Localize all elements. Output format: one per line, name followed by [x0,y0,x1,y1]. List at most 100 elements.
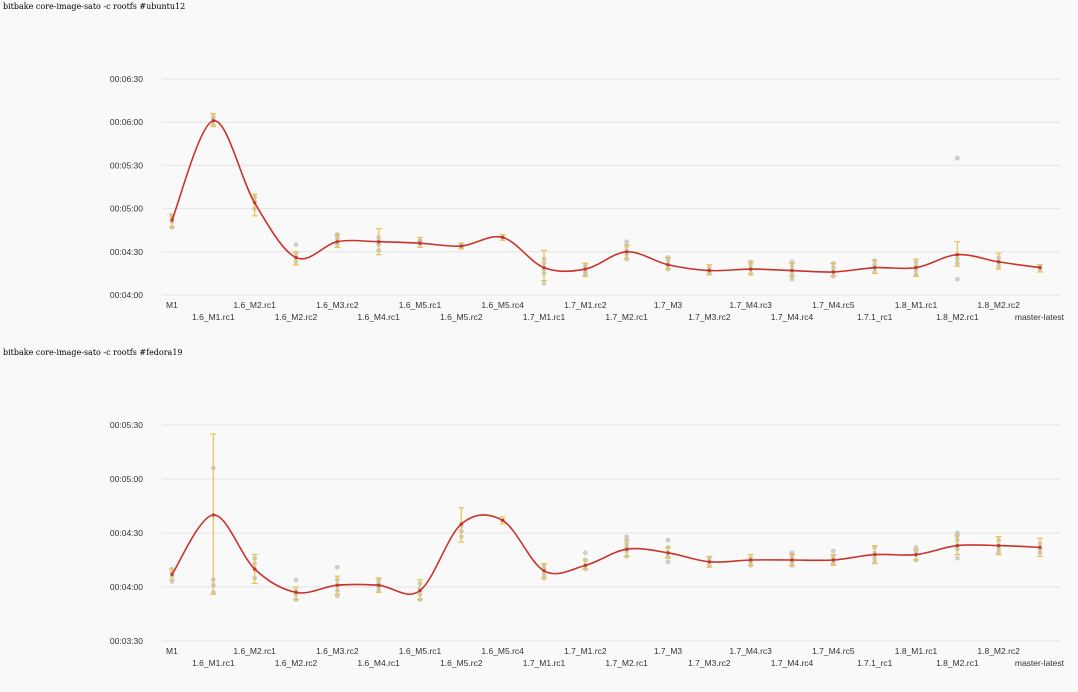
y-tick-label: 00:04:30 [110,247,143,257]
mean-point [955,544,959,548]
mean-point [459,522,463,526]
x-tick-label: 1.7_M3.rc2 [688,312,731,322]
x-tick-label: master-latest [1015,658,1065,668]
y-tick-label: 00:05:30 [110,160,143,170]
x-tick-label: 1.7_M1.rc2 [564,300,607,310]
mean-markers [170,119,1042,274]
x-tick-label: 1.6_M1.rc1 [192,312,235,322]
x-tick-label: 1.6_M2.rc1 [233,646,276,656]
mean-point [501,235,505,239]
mean-markers [170,513,1042,594]
x-tick-label: 1.7_M2.rc1 [605,658,648,668]
x-tick-label: 1.8_M1.rc1 [895,646,938,656]
mean-point [707,268,711,273]
x-tick-label: 1.6_M1.rc1 [192,658,235,668]
mean-point [501,518,505,522]
x-tick-label: 1.6_M3.rc2 [316,300,359,310]
mean-point [831,270,835,274]
data-point [954,555,960,561]
x-tick-label: M1 [166,300,178,310]
series-line [171,119,1041,273]
x-tick-label: 1.6_M2.rc2 [275,658,318,668]
mean-point [749,558,753,562]
mean-point [1038,266,1042,270]
y-tick-label: 00:04:30 [110,528,143,538]
mean-point [583,563,587,567]
mean-point [997,544,1001,548]
x-tick-label: 1.6_M5.rc4 [481,646,524,656]
x-tick-label: 1.8_M2.rc1 [936,312,979,322]
chart-title: bitbake core-image-sato -c rootfs #fedor… [3,348,183,357]
x-tick-label: 1.8_M2.rc2 [977,646,1020,656]
mean-point [377,583,381,587]
data-point [665,559,671,565]
x-tick-label: 1.8_M2.rc1 [936,658,979,668]
mean-point [377,240,381,244]
data-point [624,239,630,245]
x-tick-label: 1.7.1_rc1 [857,312,893,322]
mean-point [170,218,174,222]
x-tick-label: 1.6_M5.rc4 [481,300,524,310]
mean-point [955,253,959,257]
x-tick-label: 1.6_M3.rc2 [316,646,359,656]
x-tick-label: 1.7_M3.rc2 [688,658,731,668]
mean-point [583,267,587,271]
data-point [954,276,960,282]
x-tick-label: 1.8_M2.rc2 [977,300,1020,310]
mean-point [170,572,174,576]
x-tick-label: 1.6_M4.rc1 [357,312,400,322]
x-tick-label: 1.7_M4.rc5 [812,646,855,656]
mean-point [253,567,257,571]
chart-svg: 00:03:30 00:04:00 00:04:30 00:05:00 00:05:30… [110,420,1065,668]
mean-point [666,551,670,555]
chart-panel-fedora19: bitbake core-image-sato -c rootfs #fedor… [0,346,1078,692]
mean-point [542,266,546,270]
y-tick-label: 00:03:30 [110,636,143,646]
y-tick-label: 00:05:30 [110,420,143,430]
data-point [665,537,671,543]
mean-point [335,240,339,244]
data-point [582,550,588,556]
mean-point [211,119,215,123]
data-point [293,577,299,583]
data-point [169,579,175,584]
x-tick-label: 1.7_M1.rc1 [523,312,566,322]
y-tick-label: 00:06:00 [110,117,143,127]
mean-point [542,569,546,573]
x-tick-label: 1.7_M4.rc3 [729,646,772,656]
mean-point [1038,545,1042,549]
x-tick-label: 1.6_M2.rc1 [233,300,276,310]
mean-point [294,255,298,260]
data-point [789,276,795,282]
chart-panel-ubuntu12: bitbake core-image-sato -c rootfs #ubunt… [3,2,1065,322]
mean-point [749,267,753,271]
x-tick-label: 1.7_M1.rc1 [523,658,566,668]
mean-point [253,201,257,205]
x-tick-label: 1.6_M5.rc2 [440,658,483,668]
y-tick-label: 00:05:00 [110,474,143,484]
data-point [830,548,836,554]
mean-point [707,560,711,564]
x-tick-label: 1.7_M3 [654,646,683,656]
mean-point [625,250,629,254]
x-tick-label: 1.6_M5.rc1 [399,300,442,310]
mean-point [790,558,794,562]
mean-point [211,513,215,517]
x-tick-label: 1.6_M4.rc1 [357,658,400,668]
x-tick-label: M1 [166,646,178,656]
sample-points [169,465,1043,602]
x-tick-label: 1.7.1_rc1 [857,658,893,668]
gridlines [162,424,1060,642]
x-tick-label: 1.6_M2.rc2 [275,312,318,322]
chart-svg: 00:04:00 00:04:30 00:05:00 00:05:30 00:06:00… [110,74,1065,322]
mean-point [790,268,794,273]
mean-point [294,590,298,594]
mean-point [625,547,629,551]
mean-point [914,553,918,557]
mean-point [418,589,422,593]
mean-point [335,583,339,587]
x-tick-label: 1.7_M1.rc2 [564,646,607,656]
mean-point [831,558,835,562]
y-tick-label: 00:05:00 [110,204,143,214]
data-point [334,564,340,570]
